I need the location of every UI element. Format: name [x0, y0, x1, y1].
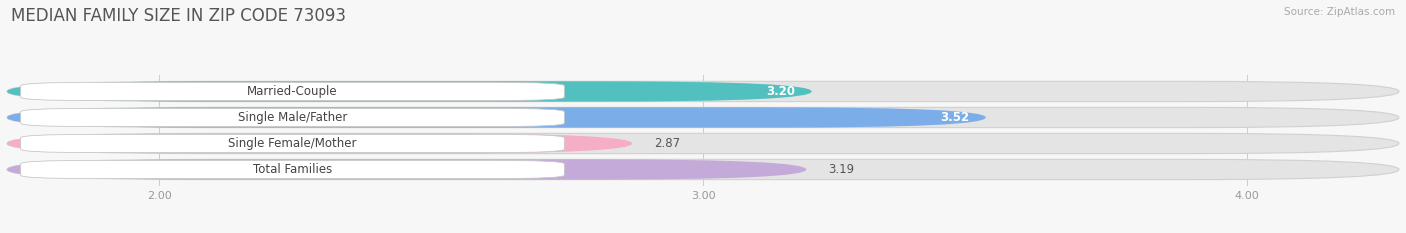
Text: Married-Couple: Married-Couple — [247, 85, 337, 98]
FancyBboxPatch shape — [7, 81, 811, 102]
Text: 3.19: 3.19 — [828, 163, 855, 176]
FancyBboxPatch shape — [7, 133, 1399, 154]
FancyBboxPatch shape — [7, 159, 806, 180]
Text: 3.52: 3.52 — [941, 111, 969, 124]
FancyBboxPatch shape — [21, 108, 564, 127]
FancyBboxPatch shape — [7, 107, 1399, 128]
FancyBboxPatch shape — [7, 107, 986, 128]
FancyBboxPatch shape — [7, 133, 633, 154]
Text: Source: ZipAtlas.com: Source: ZipAtlas.com — [1284, 7, 1395, 17]
Text: 2.87: 2.87 — [654, 137, 681, 150]
FancyBboxPatch shape — [21, 134, 564, 153]
Text: Total Families: Total Families — [253, 163, 332, 176]
FancyBboxPatch shape — [7, 81, 1399, 102]
FancyBboxPatch shape — [7, 159, 1399, 180]
Text: Single Female/Mother: Single Female/Mother — [228, 137, 357, 150]
FancyBboxPatch shape — [21, 82, 564, 101]
FancyBboxPatch shape — [21, 160, 564, 179]
Text: Single Male/Father: Single Male/Father — [238, 111, 347, 124]
Text: 3.20: 3.20 — [766, 85, 796, 98]
Text: MEDIAN FAMILY SIZE IN ZIP CODE 73093: MEDIAN FAMILY SIZE IN ZIP CODE 73093 — [11, 7, 346, 25]
